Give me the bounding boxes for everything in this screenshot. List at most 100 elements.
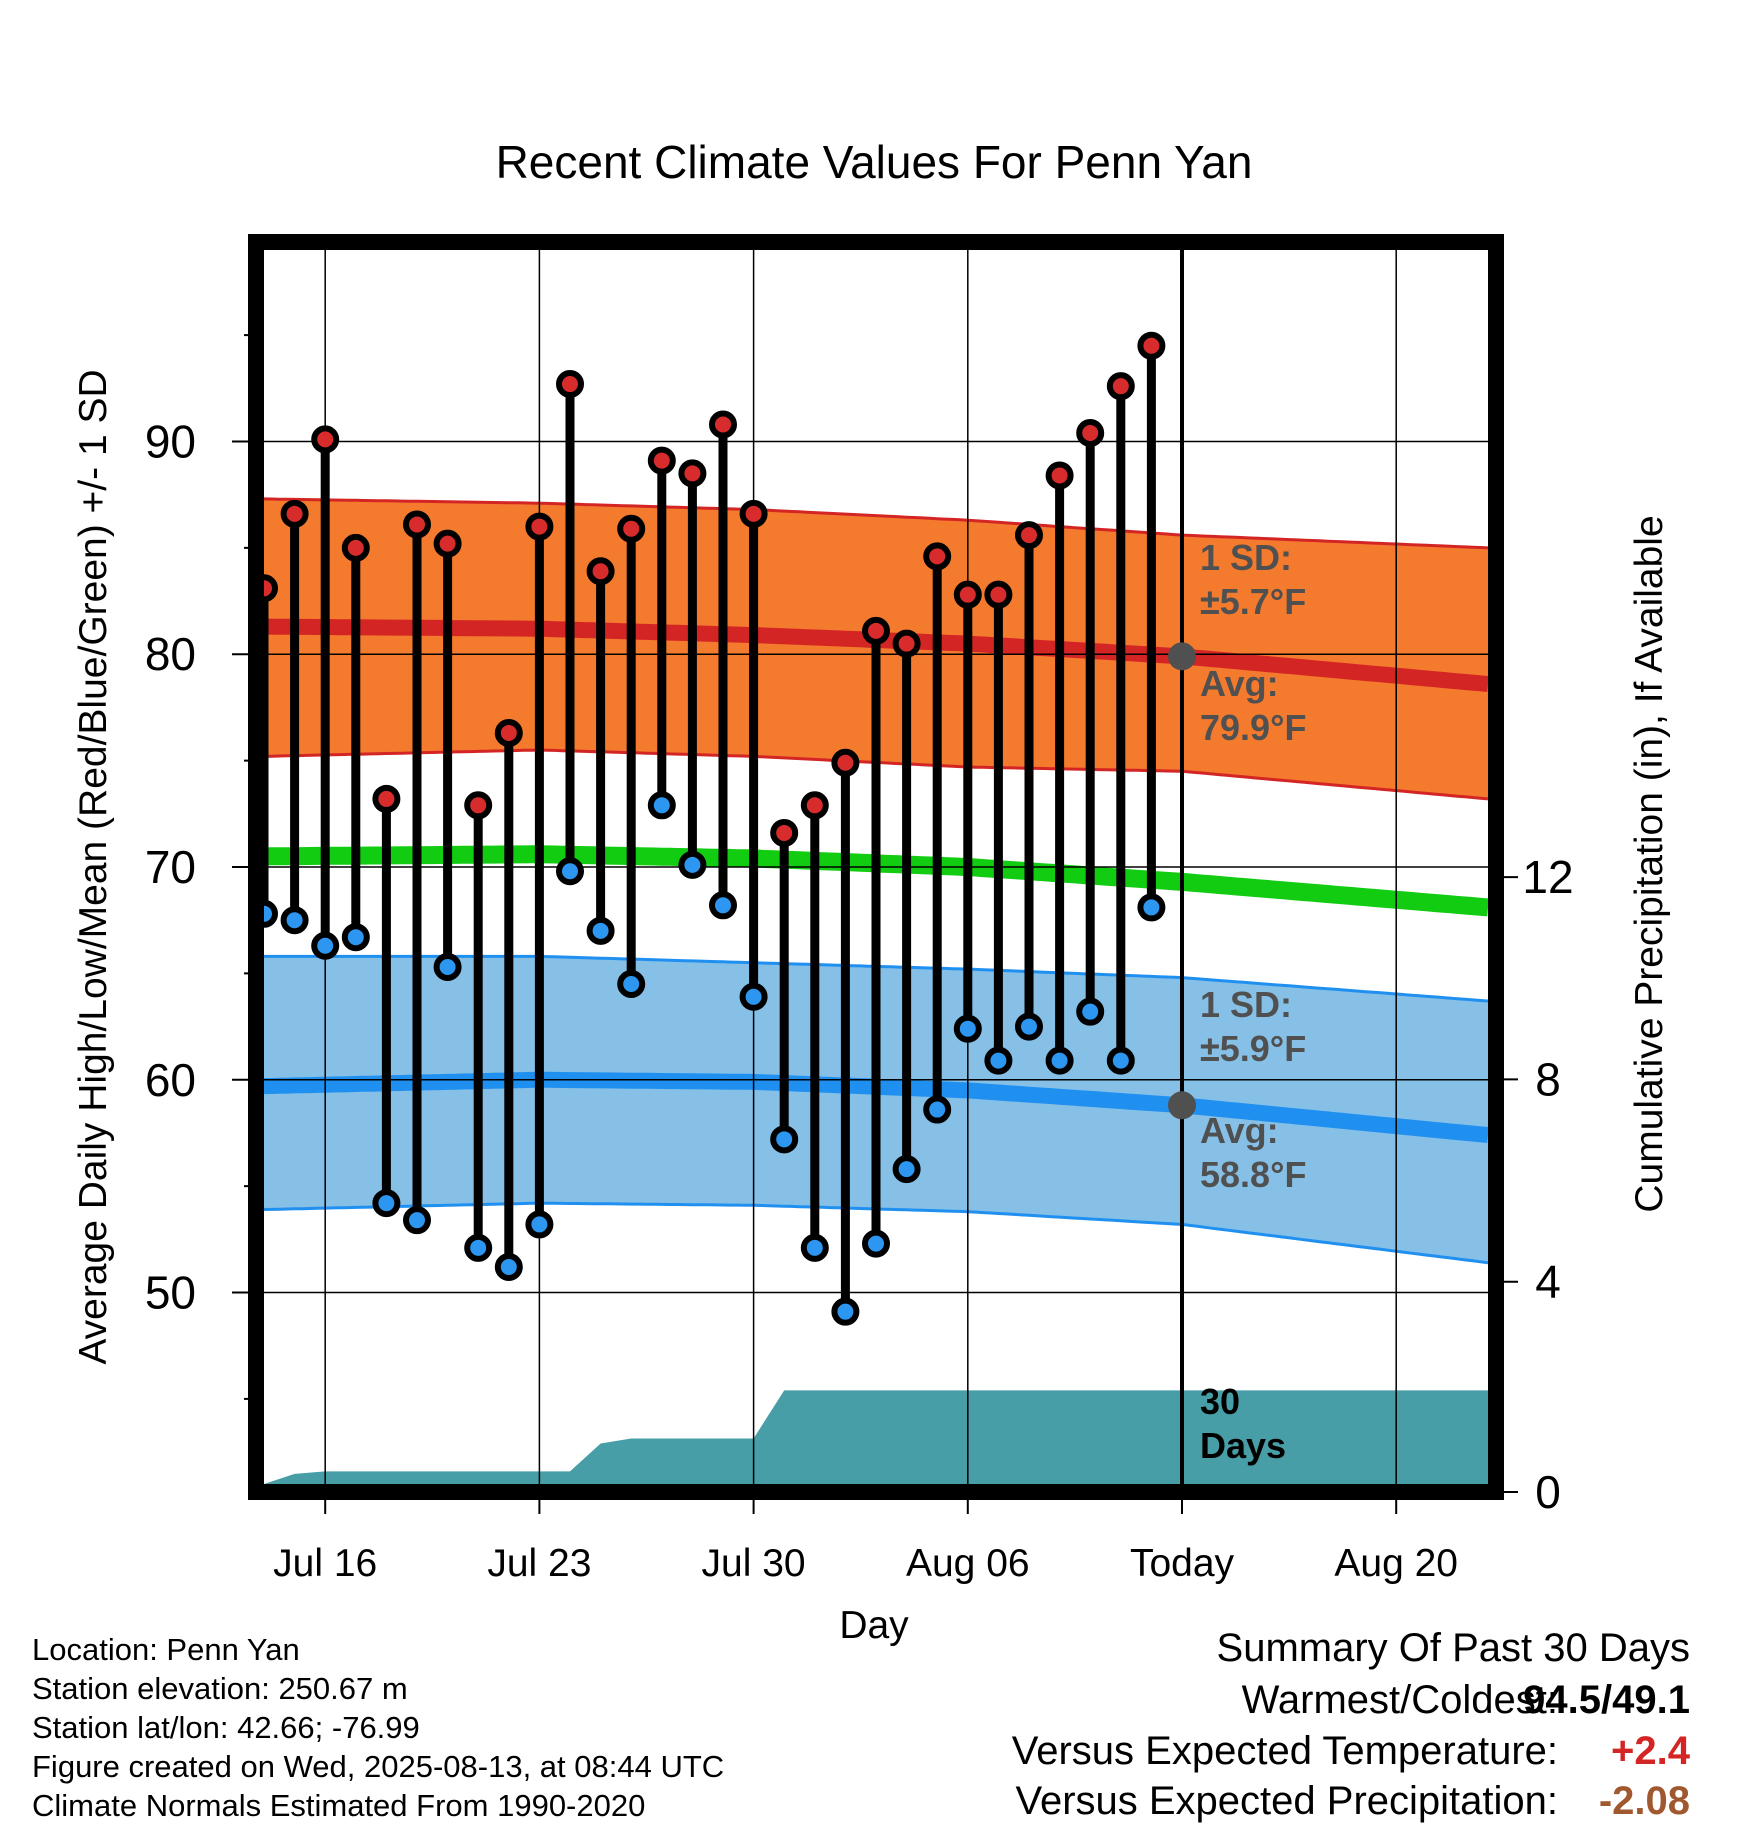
daily-high-point (403, 510, 431, 539)
daily-low-point (403, 1206, 431, 1235)
daily-low-point (709, 891, 737, 920)
high-sd-upper-line (264, 497, 1488, 550)
y-tick-label: 90 (145, 415, 196, 467)
summary-temp-label: Versus Expected Temperature: (1011, 1729, 1558, 1773)
daily-high-point (433, 529, 462, 558)
low-sd-label: 1 SD: (1200, 984, 1292, 1025)
daily-low-point (341, 923, 370, 952)
daily-low-point (1015, 1012, 1043, 1041)
info-elevation: Station elevation: 250.67 m (32, 1671, 408, 1706)
high-avg-label: Avg: (1200, 663, 1279, 704)
high-sd-value: ±5.7°F (1200, 581, 1306, 622)
precip-area (264, 1390, 1488, 1484)
daily-high-point (617, 514, 646, 543)
summary-warm-cold-value: 94.5/49.1 (1523, 1678, 1690, 1722)
summary-warm-cold-label: Warmest/Coldest: (1241, 1678, 1558, 1722)
daily-low-point (433, 952, 462, 981)
x-tick-label: Aug 20 (1334, 1542, 1458, 1585)
daily-low-point (525, 1210, 554, 1239)
days-word-label: Days (1200, 1425, 1286, 1466)
high-avg-value: 79.9°F (1200, 707, 1306, 748)
info-normals: Climate Normals Estimated From 1990-2020 (32, 1788, 646, 1823)
daily-high-point (984, 580, 1013, 609)
daily-low-point (1045, 1046, 1074, 1075)
days-count-label: 30 (1200, 1381, 1240, 1422)
x-axis-label: Day (839, 1604, 909, 1647)
summary-title: Summary Of Past 30 Days (1216, 1626, 1690, 1670)
summary-precip-value: -2.08 (1598, 1779, 1690, 1823)
daily-high-point (953, 580, 982, 609)
low-avg-label: Avg: (1200, 1110, 1279, 1151)
x-tick-label: Aug 06 (906, 1542, 1030, 1585)
x-tick-label: Jul 16 (273, 1542, 377, 1585)
high-sd-label: 1 SD: (1200, 537, 1292, 578)
daily-high-point (892, 629, 921, 658)
y2-tick-label: 0 (1535, 1466, 1561, 1518)
daily-high-point (1015, 521, 1043, 550)
daily-high-point (586, 557, 615, 586)
y-axis-label: Average Daily High/Low/Mean (Red/Blue/Gr… (72, 369, 115, 1364)
daily-low-point (372, 1189, 401, 1218)
summary-temp-row: Versus Expected Temperature: +2.4 (0, 1731, 1748, 1775)
daily-high-point (1106, 372, 1135, 401)
y-tick-label: 70 (145, 841, 196, 893)
summary-warm-cold-row: Warmest/Coldest: 94.5/49.1 (0, 1680, 1748, 1724)
daily-high-point (494, 718, 523, 747)
daily-high-point (372, 784, 401, 813)
daily-low-point (831, 1297, 860, 1326)
x-tick-label: Jul 23 (487, 1542, 591, 1585)
daily-high-point (556, 370, 584, 399)
daily-high-point (709, 410, 737, 439)
daily-low-point (923, 1095, 952, 1124)
daily-low-point (311, 931, 340, 960)
y-tick-label: 60 (145, 1054, 196, 1106)
daily-low-point (617, 970, 646, 999)
daily-low-point (494, 1252, 523, 1281)
low-sd-value: ±5.9°F (1200, 1028, 1306, 1069)
daily-high-point (831, 748, 860, 777)
daily-low-point (678, 850, 707, 879)
x-tick-label: Jul 30 (702, 1542, 806, 1585)
daily-low-point (892, 1155, 921, 1184)
y2-axis-label: Cumulative Precipitation (in), If Availa… (1628, 515, 1671, 1212)
daily-low-point (862, 1229, 890, 1258)
daily-low-point (647, 791, 676, 820)
daily-high-point (341, 533, 370, 562)
daily-low-point (770, 1125, 799, 1154)
today-high-avg-point (1168, 642, 1196, 671)
low-avg-value: 58.8°F (1200, 1154, 1306, 1195)
daily-low-point (1076, 997, 1105, 1026)
info-latlon: Station lat/lon: 42.66; -76.99 (32, 1710, 420, 1745)
daily-low-point (1106, 1046, 1135, 1075)
info-location: Location: Penn Yan (32, 1632, 300, 1667)
chart-title: Recent Climate Values For Penn Yan (496, 136, 1253, 188)
daily-high-point (770, 818, 799, 847)
daily-high-point (280, 499, 309, 528)
daily-high-point (800, 791, 829, 820)
summary-temp-value: +2.4 (1611, 1729, 1690, 1773)
summary-precip-label: Versus Expected Precipitation: (1015, 1779, 1558, 1823)
y2-tick-label: 12 (1522, 851, 1573, 903)
y-tick-label: 50 (145, 1267, 196, 1319)
daily-low-point (464, 1233, 493, 1262)
y2-tick-label: 8 (1535, 1053, 1561, 1105)
daily-high-point (862, 616, 890, 645)
daily-high-point (1137, 331, 1166, 360)
daily-low-point (739, 982, 768, 1011)
info-created: Figure created on Wed, 2025-08-13, at 08… (32, 1749, 725, 1784)
daily-low-point (984, 1046, 1013, 1075)
y-tick-label: 80 (145, 628, 196, 680)
daily-high-point (678, 459, 707, 488)
y2-tick-label: 4 (1535, 1256, 1561, 1308)
daily-high-point (923, 542, 952, 571)
summary-precip-row: Versus Expected Precipitation: -2.08 (0, 1781, 1748, 1825)
daily-high-point (525, 512, 554, 541)
x-tick-label: Today (1130, 1542, 1235, 1585)
daily-high-point (264, 574, 278, 603)
daily-high-point (647, 446, 676, 475)
daily-high-point (1045, 461, 1074, 490)
daily-high-point (1076, 418, 1105, 447)
today-low-avg-point (1168, 1091, 1196, 1120)
